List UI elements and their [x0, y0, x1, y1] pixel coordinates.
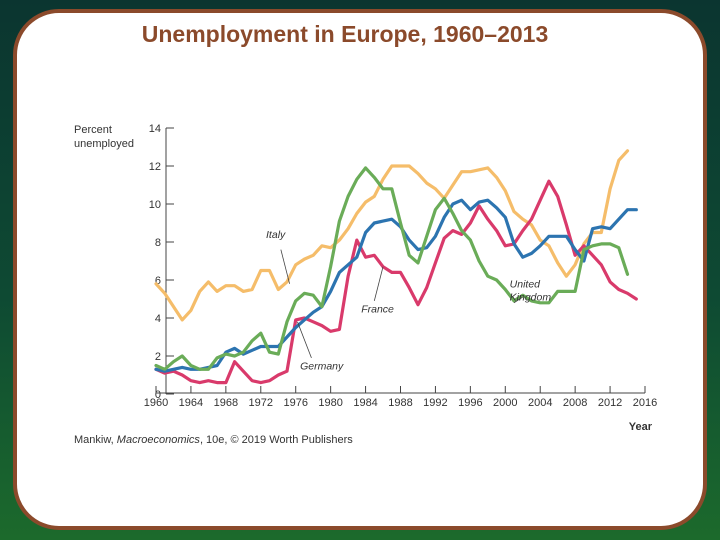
series-line-france — [154, 179, 638, 385]
series-label-germany: Germany — [300, 360, 344, 372]
series-label-united-kingdom: Kingdom — [510, 292, 552, 304]
x-tick-label: 2004 — [528, 397, 552, 409]
y-tick-label: 4 — [155, 313, 161, 325]
x-tick-label: 2012 — [598, 397, 622, 409]
series-line-united-kingdom — [154, 166, 630, 371]
credit-author: Mankiw, — [74, 434, 117, 446]
y-tick-label: 14 — [149, 123, 161, 135]
x-tick-label: 1972 — [249, 397, 273, 409]
x-tick-label: 1976 — [283, 397, 307, 409]
slide-frame: Unemployment in Europe, 1960–2013 0 2 4 6 8 1… — [13, 9, 707, 530]
series-leader-italy — [280, 249, 290, 284]
y-tick-label: 10 — [149, 199, 161, 211]
source-credit: Mankiw, Macroeconomics, 10e, © 2019 Wort… — [74, 434, 353, 446]
y-axis-title-line: unemployed — [74, 138, 134, 150]
series-label-france: France — [361, 303, 394, 315]
credit-rest: , 10e, © 2019 Worth Publishers — [199, 434, 353, 446]
series-line-germany — [154, 198, 638, 373]
y-axis-title-line: Percent — [74, 124, 112, 136]
y-tick-label: 2 — [155, 351, 161, 363]
x-tick-label: 1992 — [423, 397, 447, 409]
x-tick-label: 1968 — [214, 397, 238, 409]
y-tick-label: 6 — [155, 275, 161, 287]
credit-book: Macroeconomics — [116, 434, 200, 446]
x-tick-label: 2000 — [493, 397, 517, 409]
y-tick-label: 0 — [155, 389, 161, 401]
x-tick-label: 1960 — [144, 397, 168, 409]
series-leader-germany — [297, 321, 312, 359]
x-tick-label: 2016 — [633, 397, 657, 409]
series-leader-united-kingdom — [513, 296, 523, 304]
x-tick-label: 1988 — [388, 397, 412, 409]
y-tick-label: 12 — [149, 161, 161, 173]
x-tick-label: 1984 — [353, 397, 377, 409]
unemployment-line-chart: 0 2 4 6 8 10 12 14 1960 1964 1968 1972 1976 1980 1984 1… — [74, 123, 657, 433]
x-tick-label: 2008 — [563, 397, 587, 409]
series-line-italy — [154, 149, 630, 322]
x-tick-label: 1964 — [179, 397, 203, 409]
series-label-italy: Italy — [266, 229, 286, 241]
y-tick-label: 8 — [155, 237, 161, 249]
x-tick-label: 1980 — [318, 397, 342, 409]
slide-title: Unemployment in Europe, 1960–2013 — [141, 21, 549, 47]
series-leader-france — [373, 266, 384, 301]
x-tick-label: 1996 — [458, 397, 482, 409]
series-label-united-kingdom: United — [510, 279, 542, 291]
x-axis-title: Year — [629, 421, 653, 433]
